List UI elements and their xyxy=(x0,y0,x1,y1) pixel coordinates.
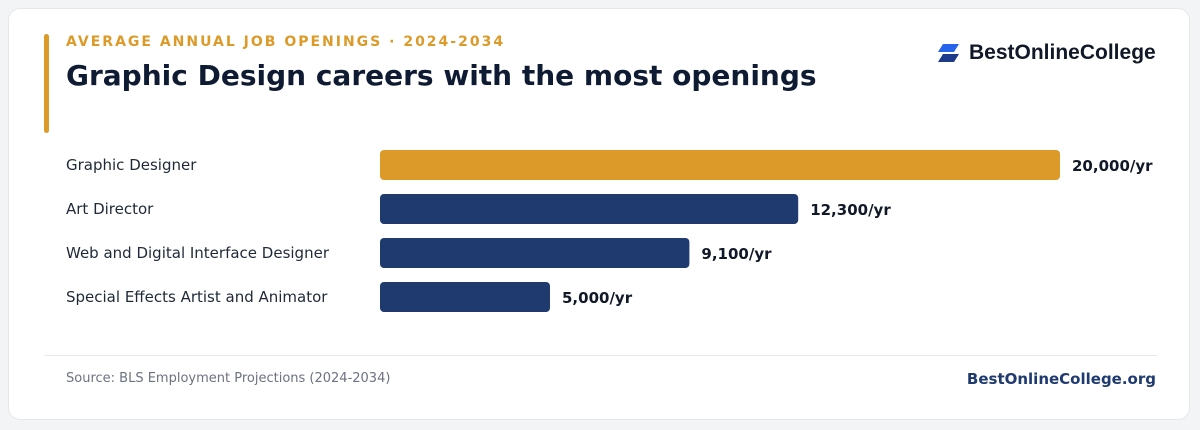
chart-title: Graphic Design careers with the most ope… xyxy=(66,59,817,92)
site-link[interactable]: BestOnlineCollege.org xyxy=(966,370,1156,388)
bar xyxy=(380,238,690,268)
brand: BestOnlineCollege xyxy=(937,41,1156,65)
bar xyxy=(380,194,799,224)
bar-value-label: 20,000/yr xyxy=(1072,157,1153,175)
category-label: Web and Digital Interface Designer xyxy=(66,244,330,262)
accent-bar xyxy=(44,34,49,133)
bestonlinecollege-logo-icon xyxy=(938,44,959,62)
brand-name: BestOnlineCollege xyxy=(969,41,1156,64)
source-note: Source: BLS Employment Projections (2024… xyxy=(66,371,391,386)
chart-card: AVERAGE ANNUAL JOB OPENINGS · 2024-2034 … xyxy=(8,8,1190,420)
category-label: Art Director xyxy=(66,200,154,218)
bar-value-label: 12,300/yr xyxy=(810,201,891,219)
bar xyxy=(380,282,550,312)
chart-eyebrow: AVERAGE ANNUAL JOB OPENINGS · 2024-2034 xyxy=(66,34,506,50)
category-label: Special Effects Artist and Animator xyxy=(66,288,328,306)
bar-chart: Graphic Designer 20,000/yr Art Director 12,… xyxy=(66,150,1153,312)
footer-divider xyxy=(44,355,1157,356)
bar-value-label: 5,000/yr xyxy=(562,289,633,307)
bar xyxy=(380,150,1060,180)
bar-value-label: 9,100/yr xyxy=(701,245,772,263)
category-label: Graphic Designer xyxy=(66,156,197,174)
